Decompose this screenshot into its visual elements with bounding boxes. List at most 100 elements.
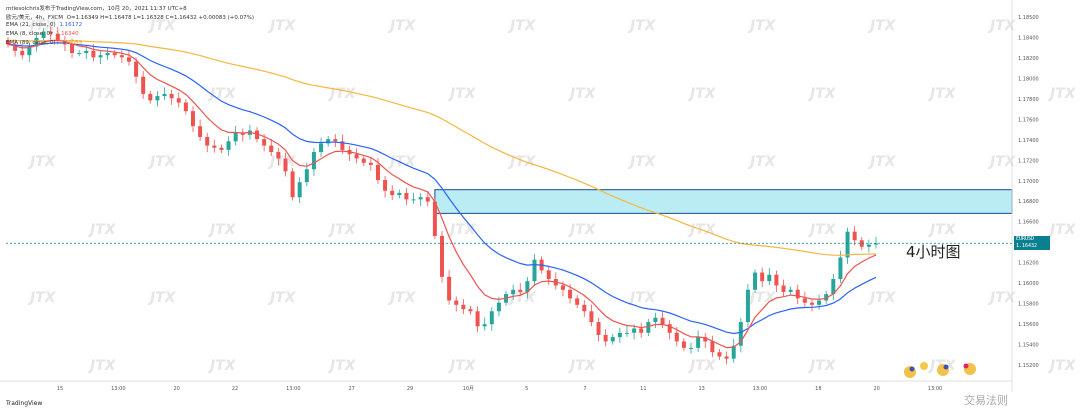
candle-body <box>589 311 594 323</box>
jtx-watermark: JTX <box>87 222 117 238</box>
candle-body <box>354 154 359 159</box>
jtx-watermark: JTX <box>627 154 657 170</box>
candle-body <box>496 302 501 312</box>
candle-body <box>660 317 665 325</box>
candle-body <box>105 53 110 56</box>
jtx-watermark: JTX <box>507 18 537 34</box>
price-tick-label: 1.16200 <box>1018 261 1039 267</box>
candle-body <box>582 304 587 312</box>
emoji-decorations <box>904 362 976 378</box>
jtx-watermark: JTX <box>567 222 597 238</box>
jtx-watermark: JTX <box>987 154 1017 170</box>
jtx-watermark: JTX <box>807 358 837 374</box>
candles <box>6 26 878 365</box>
candle-body <box>674 332 679 342</box>
candle-body <box>240 132 245 135</box>
candle-body <box>41 31 46 38</box>
candle-body <box>667 324 672 333</box>
jtx-watermark: JTX <box>867 154 897 170</box>
jtx-watermark: JTX <box>1047 86 1077 102</box>
candle-body <box>802 298 807 303</box>
candle-body <box>681 341 686 348</box>
candle-body <box>411 199 416 201</box>
jtx-watermark: JTX <box>627 18 657 34</box>
price-tag-value: 1.16432 <box>1016 243 1038 249</box>
candle-body <box>532 259 537 282</box>
candle-body <box>568 289 573 299</box>
jtx-watermark: JTX <box>687 358 717 374</box>
candle-body <box>454 300 459 305</box>
candle-body <box>731 345 736 359</box>
jtx-watermark: JTX <box>207 222 237 238</box>
candle-body <box>48 31 53 34</box>
jtx-watermark: JTX <box>27 290 57 306</box>
candle-body <box>319 143 324 153</box>
time-tick-label: 22 <box>232 386 238 392</box>
candle-body <box>205 136 210 146</box>
candle-body <box>624 332 629 334</box>
jtx-watermark: JTX <box>747 18 777 34</box>
jtx-watermark: JTX <box>747 290 777 306</box>
candle-body <box>511 289 516 295</box>
candle-body <box>155 96 160 101</box>
ema-89-line <box>7 39 877 256</box>
candle-body <box>610 337 615 342</box>
price-tick-label: 1.15400 <box>1018 343 1039 349</box>
jtx-watermark: JTX <box>147 154 177 170</box>
candle-body <box>383 180 388 191</box>
candle-body <box>809 302 814 305</box>
ema-21-value: 1.16172 <box>59 22 83 28</box>
candle-body <box>255 130 260 140</box>
candle-body <box>404 192 409 200</box>
candle-body <box>795 289 800 299</box>
price-tick-label: 1.18000 <box>1018 76 1039 82</box>
price-tick-label: 1.18400 <box>1018 35 1039 41</box>
candle-body <box>6 40 10 45</box>
candle-body <box>368 162 373 165</box>
jtx-watermark: JTX <box>267 18 297 34</box>
candle-body <box>596 322 601 335</box>
ema-8-label: EMA (8, close, 0) <box>6 31 53 37</box>
candle-body <box>311 152 316 170</box>
candle-body <box>276 152 281 159</box>
candle-body <box>447 276 452 301</box>
current-price-tag: EURUSD 1.16432 <box>1014 236 1050 250</box>
jtx-watermark: JTX <box>387 18 417 34</box>
time-tick-label: 13:00 <box>286 386 300 392</box>
jtx-watermark: JTX <box>927 222 957 238</box>
candle-body <box>176 98 181 103</box>
candle-body <box>55 33 60 41</box>
time-tick-label: 11 <box>640 386 646 392</box>
price-tick-label: 1.15600 <box>1018 322 1039 328</box>
candle-body <box>397 192 402 196</box>
ema-21-line <box>7 42 877 335</box>
candle-body <box>461 304 466 310</box>
candle-body <box>831 279 836 295</box>
candle-body <box>724 356 729 359</box>
jtx-watermark: JTX <box>987 290 1017 306</box>
candle-body <box>745 289 750 323</box>
time-tick-label: 5 <box>525 386 528 392</box>
jtx-watermark: JTX <box>207 86 237 102</box>
price-tick-label: 1.16800 <box>1018 199 1039 205</box>
time-tick-label: 27 <box>348 386 354 392</box>
price-tick-label: 1.16000 <box>1018 281 1039 287</box>
candle-body <box>632 328 637 333</box>
jtx-watermark: JTX <box>867 18 897 34</box>
watermark-text: 交易法则 <box>964 394 1008 407</box>
ema-8-legend: EMA (8, close, 0) 1.16340 <box>6 31 79 37</box>
time-tick-label: 18 <box>815 386 821 392</box>
candle-body <box>418 197 423 200</box>
candle-body <box>134 61 139 77</box>
candle-body <box>738 322 743 346</box>
jtx-watermark: JTX <box>747 154 777 170</box>
candle-body <box>703 337 708 342</box>
candle-body <box>603 334 608 342</box>
candle-body <box>710 341 715 353</box>
time-tick-label: 13:00 <box>111 386 125 392</box>
candle-body <box>753 272 758 290</box>
ema-21-label: EMA (21, close, 0) <box>6 22 56 28</box>
candle-body <box>824 294 829 301</box>
jtx-watermark: JTX <box>207 358 237 374</box>
price-tick-label: 1.18500 <box>1018 15 1039 21</box>
